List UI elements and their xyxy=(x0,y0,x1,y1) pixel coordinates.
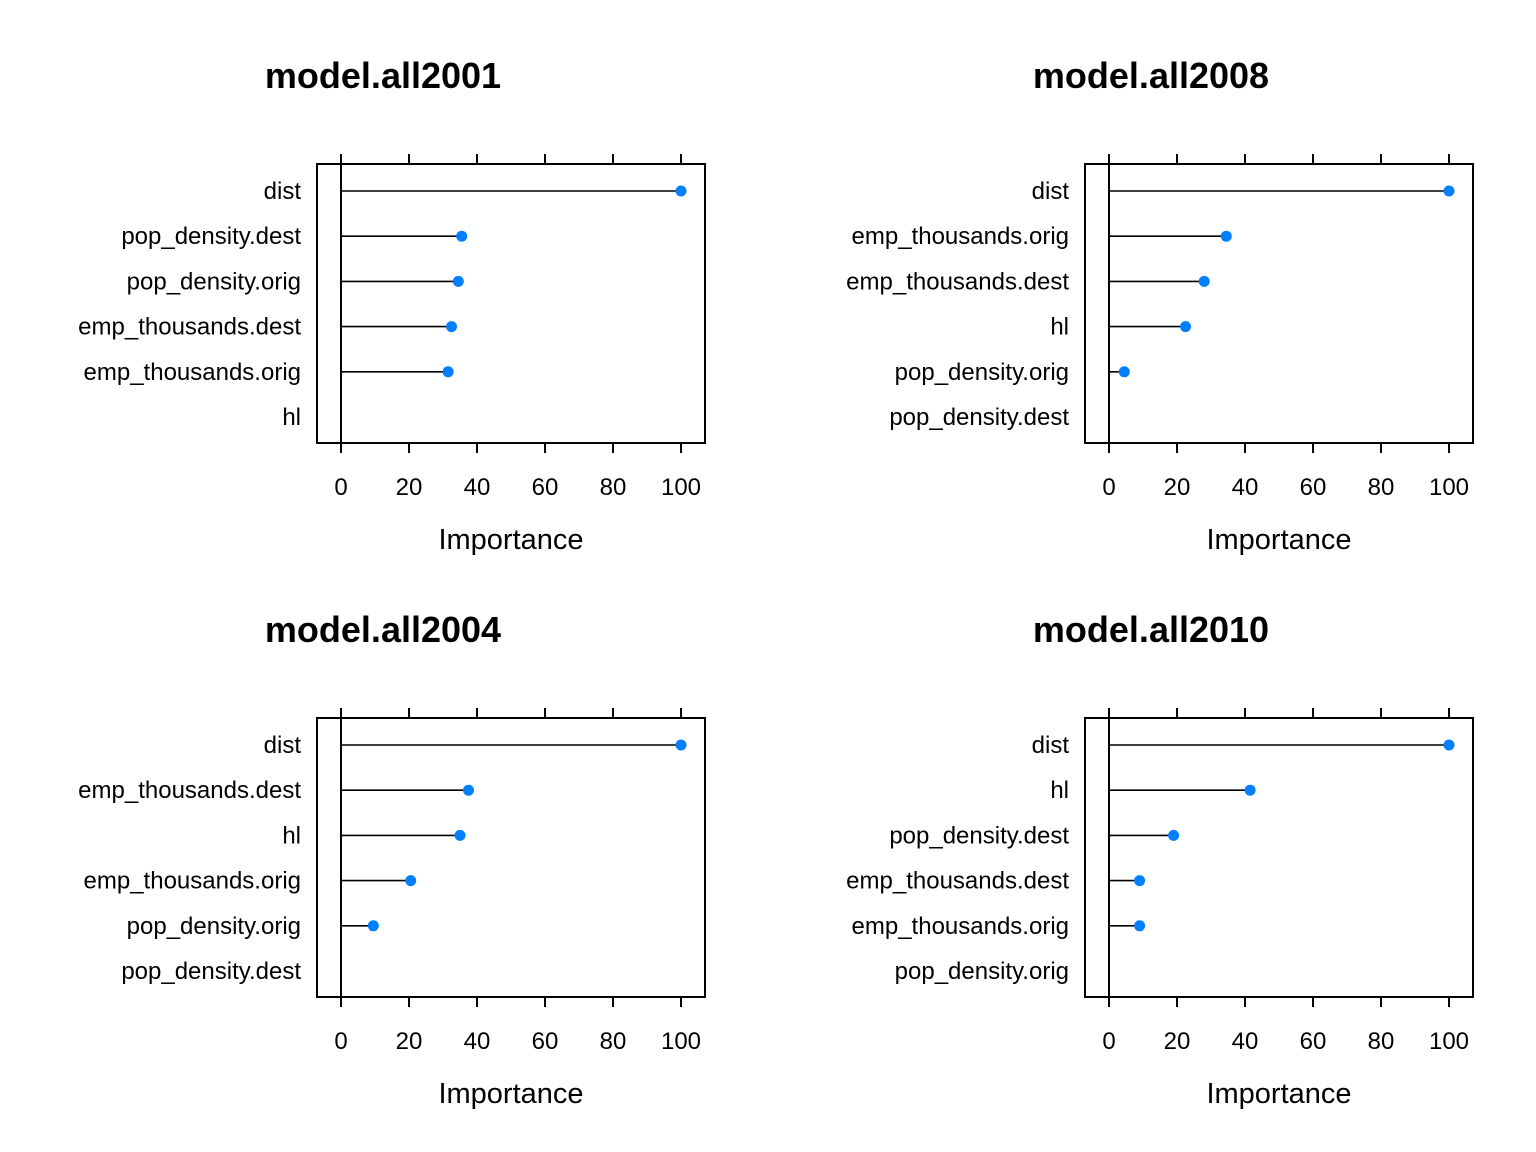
x-tick-label: 40 xyxy=(1232,1028,1259,1055)
importance-point xyxy=(1118,366,1130,378)
plot-frame xyxy=(1084,163,1474,444)
importance-point xyxy=(1180,321,1191,333)
category-label: pop_density.dest xyxy=(121,958,301,985)
x-tick-label: 80 xyxy=(600,1028,627,1055)
importance-point xyxy=(1198,275,1210,287)
x-tick-label: 0 xyxy=(334,474,347,501)
category-label: dist xyxy=(264,732,302,759)
x-tick-label: 60 xyxy=(532,1028,559,1055)
importance-point xyxy=(1168,829,1180,841)
x-tick-label: 100 xyxy=(1429,474,1469,501)
x-tick-label: 40 xyxy=(464,474,491,501)
x-tick-label: 20 xyxy=(396,474,423,501)
x-tick-label: 80 xyxy=(1368,1028,1395,1055)
category-label: emp_thousands.orig xyxy=(84,359,301,386)
chart-panel: model.all2010 0 20 40 60 80 100 Importance dist h… xyxy=(846,609,1474,1110)
importance-point xyxy=(675,739,687,751)
importance-point xyxy=(1443,739,1455,751)
importance-point xyxy=(1134,875,1146,887)
x-tick-label: 0 xyxy=(1102,1028,1115,1055)
x-tick-label: 20 xyxy=(396,1028,423,1055)
category-label: pop_density.orig xyxy=(895,958,1069,985)
importance-point xyxy=(1244,784,1256,796)
chart-panel: model.all2001 0 20 40 60 80 100 Importance dist p… xyxy=(78,55,706,556)
x-tick-label: 20 xyxy=(1164,474,1191,501)
category-label: dist xyxy=(1032,732,1070,759)
category-label: pop_density.dest xyxy=(889,404,1069,431)
x-axis-label: Importance xyxy=(1206,1078,1351,1110)
importance-point xyxy=(367,920,379,932)
plot-frame xyxy=(316,163,706,444)
importance-point xyxy=(446,321,457,333)
x-tick-label: 80 xyxy=(1368,474,1395,501)
importance-point xyxy=(454,829,466,841)
chart-panel: model.all2004 0 20 40 60 80 100 Importance dist e… xyxy=(78,609,706,1110)
category-label: pop_density.dest xyxy=(889,822,1069,849)
category-label: emp_thousands.dest xyxy=(78,777,301,804)
category-label: emp_thousands.orig xyxy=(852,913,1069,940)
x-axis-label: Importance xyxy=(1206,524,1351,556)
x-tick-label: 60 xyxy=(532,474,559,501)
x-tick-label: 0 xyxy=(1102,474,1115,501)
chart-panel: model.all2008 0 20 40 60 80 100 Importance dist e… xyxy=(846,55,1474,556)
category-label: hl xyxy=(1050,777,1069,804)
chart-title: model.all2004 xyxy=(265,609,501,650)
chart-title: model.all2001 xyxy=(265,55,501,96)
importance-point xyxy=(452,275,464,287)
x-tick-label: 100 xyxy=(1429,1028,1469,1055)
category-label: hl xyxy=(1050,314,1069,341)
importance-point xyxy=(442,366,454,378)
plot-frame xyxy=(1084,717,1474,998)
category-label: pop_density.dest xyxy=(121,223,301,250)
category-label: emp_thousands.dest xyxy=(846,268,1069,295)
category-label: hl xyxy=(282,822,301,849)
category-label: dist xyxy=(264,178,302,205)
x-axis-label: Importance xyxy=(438,1078,583,1110)
x-tick-label: 40 xyxy=(464,1028,491,1055)
category-label: emp_thousands.dest xyxy=(846,868,1069,895)
category-label: dist xyxy=(1032,178,1070,205)
category-label: emp_thousands.orig xyxy=(852,223,1069,250)
x-tick-label: 80 xyxy=(600,474,627,501)
x-axis-label: Importance xyxy=(438,524,583,556)
category-label: pop_density.orig xyxy=(127,268,301,295)
x-tick-label: 40 xyxy=(1232,474,1259,501)
chart-title: model.all2010 xyxy=(1033,609,1269,650)
importance-point xyxy=(405,875,417,887)
category-label: emp_thousands.orig xyxy=(84,868,301,895)
importance-point xyxy=(675,185,687,197)
category-label: pop_density.orig xyxy=(127,913,301,940)
x-tick-label: 100 xyxy=(661,1028,701,1055)
importance-point xyxy=(456,230,468,242)
importance-point xyxy=(1134,920,1146,932)
importance-point xyxy=(1443,185,1455,197)
importance-point xyxy=(1220,230,1232,242)
x-tick-label: 20 xyxy=(1164,1028,1191,1055)
category-label: emp_thousands.dest xyxy=(78,314,301,341)
chart-title: model.all2008 xyxy=(1033,55,1269,96)
x-tick-label: 60 xyxy=(1300,474,1327,501)
category-label: pop_density.orig xyxy=(895,359,1069,386)
x-tick-label: 100 xyxy=(661,474,701,501)
plot-frame xyxy=(316,717,706,998)
x-tick-label: 60 xyxy=(1300,1028,1327,1055)
category-label: hl xyxy=(282,404,301,431)
importance-point xyxy=(463,784,474,796)
x-tick-label: 0 xyxy=(334,1028,347,1055)
